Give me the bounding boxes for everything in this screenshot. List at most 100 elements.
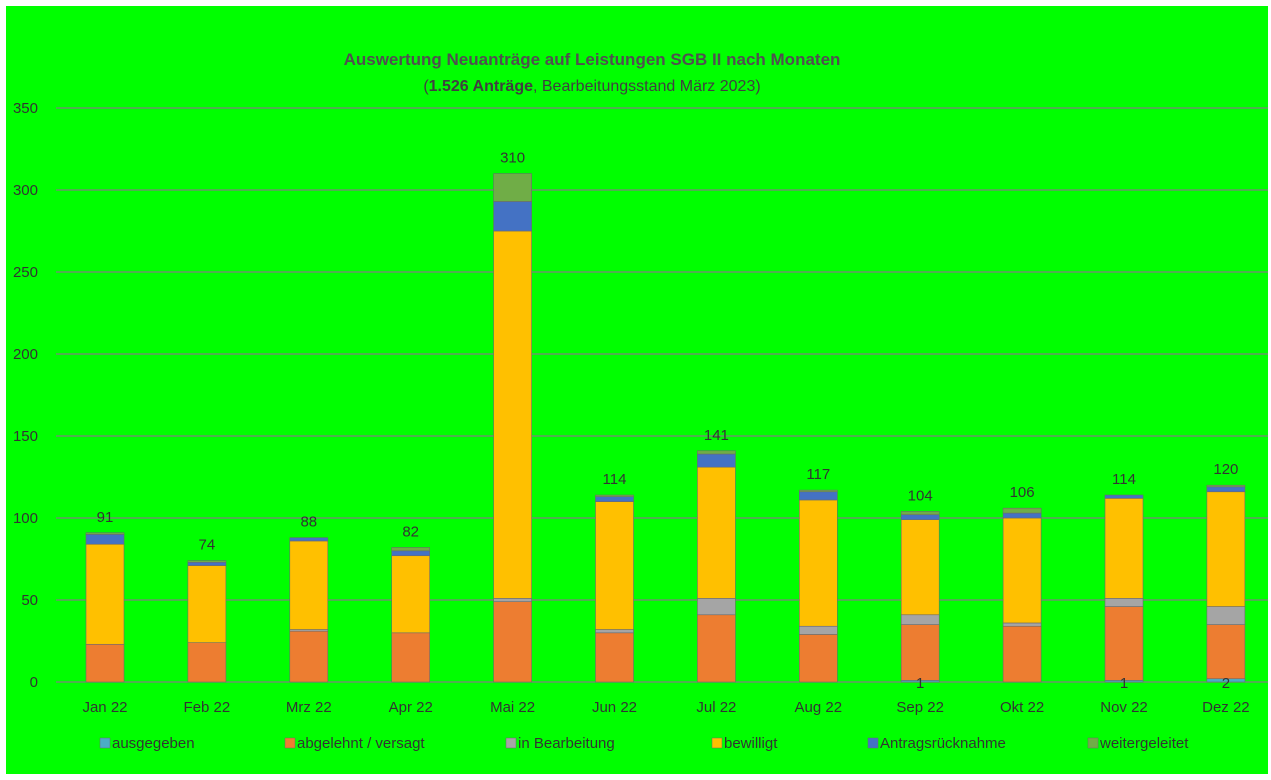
total-label: 141 — [704, 427, 729, 444]
bar-segment — [85, 532, 125, 535]
bar-segment — [595, 494, 634, 497]
bar-segment — [1206, 624, 1246, 680]
bar-segment — [187, 561, 227, 566]
bar-segment — [798, 491, 838, 501]
bar-segment — [1206, 491, 1246, 607]
bar-segment — [798, 489, 838, 493]
bar-segment — [697, 453, 736, 468]
y-tick-label: 350 — [13, 100, 38, 117]
total-label: 74 — [199, 537, 216, 554]
chart-frame: Auswertung Neuanträge auf Leistungen SGB… — [6, 6, 1268, 774]
legend-swatch — [99, 737, 111, 749]
y-tick-label: 0 — [30, 674, 38, 691]
bar-segment — [1002, 512, 1042, 519]
total-label: 88 — [300, 514, 317, 531]
y-tick-label: 250 — [13, 264, 38, 281]
bar-segment — [1104, 606, 1144, 681]
bar-segment — [187, 642, 227, 683]
bar-segment — [1206, 486, 1246, 493]
legend-swatch — [505, 737, 517, 749]
legend-label: in Bearbeitung — [518, 735, 615, 752]
bar-segment — [697, 450, 736, 455]
legend-item: in Bearbeitung — [505, 735, 615, 752]
bar-segment — [391, 547, 431, 552]
bar-segment — [1002, 507, 1042, 514]
bar-segment — [1206, 606, 1246, 625]
chart-subtitle: (1.526 Anträge, Bearbeitungsstand März 2… — [423, 78, 760, 95]
y-tick-label: 50 — [21, 592, 38, 609]
subtitle-part: 1.526 Anträge — [429, 78, 533, 95]
x-tick-label: Mai 22 — [490, 699, 535, 716]
legend-item: ausgegeben — [99, 735, 195, 752]
bar-segment — [289, 540, 329, 630]
bar-segment — [493, 201, 532, 232]
total-label: 117 — [806, 466, 830, 483]
bar-segment — [493, 230, 532, 599]
legend-label: bewilligt — [724, 735, 778, 752]
bar-segment — [1002, 622, 1042, 627]
legend-label: weitergeleitet — [1099, 735, 1189, 752]
chart-title: Auswertung Neuanträge auf Leistungen SGB… — [344, 50, 841, 69]
total-label: 91 — [97, 509, 114, 526]
bar-segment — [187, 560, 227, 563]
y-tick-label: 200 — [13, 346, 38, 363]
x-tick-label: Jul 22 — [696, 699, 736, 716]
bars — [85, 173, 1246, 683]
bar-segment — [697, 598, 736, 616]
x-tick-label: Feb 22 — [184, 699, 231, 716]
bar-segment — [697, 466, 736, 599]
bar-segment — [391, 632, 431, 683]
y-axis-ticks: 0 50 100 150 200 250 300 350 — [13, 100, 38, 691]
x-tick-label: Jan 22 — [82, 699, 127, 716]
legend-item: abgelehnt / versagt — [284, 735, 425, 752]
bar-segment — [391, 550, 431, 557]
bar-segment — [595, 629, 634, 634]
total-label: 82 — [402, 524, 419, 541]
segment-labels: 1 1 2 — [916, 675, 1230, 692]
x-tick-label: Mrz 22 — [286, 699, 332, 716]
legend-label: ausgegeben — [112, 735, 195, 752]
bar-segment — [798, 625, 838, 635]
x-tick-label: Nov 22 — [1100, 699, 1148, 716]
total-label: 114 — [603, 471, 627, 488]
bar-segment — [85, 643, 125, 683]
total-label: 310 — [500, 150, 525, 167]
bar-segment — [798, 499, 838, 627]
bar-segment — [289, 537, 329, 542]
total-label: 114 — [1112, 471, 1136, 488]
bar-segment — [595, 632, 634, 683]
bar-segment — [1206, 484, 1246, 488]
x-tick-label: Okt 22 — [1000, 699, 1044, 716]
total-label: 120 — [1213, 461, 1238, 478]
bar-segment — [900, 624, 940, 681]
bar-segment — [187, 565, 227, 643]
bar-segment — [493, 598, 532, 602]
x-tick-label: Jun 22 — [592, 699, 637, 716]
total-label: 104 — [908, 487, 933, 504]
x-tick-label: Aug 22 — [795, 699, 843, 716]
bar-segment — [85, 543, 125, 645]
bar-segment — [595, 496, 634, 502]
x-tick-label: Sep 22 — [896, 699, 944, 716]
bar-segment — [697, 614, 736, 683]
legend-label: abgelehnt / versagt — [297, 735, 425, 752]
bar-segment — [85, 534, 125, 545]
bar-segment — [1104, 494, 1144, 499]
bar-segment — [1104, 498, 1144, 599]
legend-label: Antragsrücknahme — [880, 735, 1006, 752]
bar-segment — [798, 634, 838, 683]
legend-item: weitergeleitet — [1087, 735, 1189, 752]
segment-label: 1 — [1120, 675, 1128, 692]
bar-segment — [391, 555, 431, 634]
total-label: 106 — [1010, 484, 1035, 501]
subtitle-part: ( — [423, 78, 429, 95]
segment-label: 1 — [916, 675, 924, 692]
x-tick-label: Dez 22 — [1202, 699, 1250, 716]
bar-segment — [1002, 625, 1042, 683]
legend-swatch — [867, 737, 879, 749]
legend-swatch — [284, 737, 296, 749]
bar-segment — [493, 601, 532, 683]
total-labels: 91 74 88 82 310 114 141 117 104 106 114 120 — [97, 150, 1239, 554]
bar-segment — [900, 614, 940, 625]
legend: ausgegeben abgelehnt / versagt in Bearbeit… — [99, 735, 1189, 752]
